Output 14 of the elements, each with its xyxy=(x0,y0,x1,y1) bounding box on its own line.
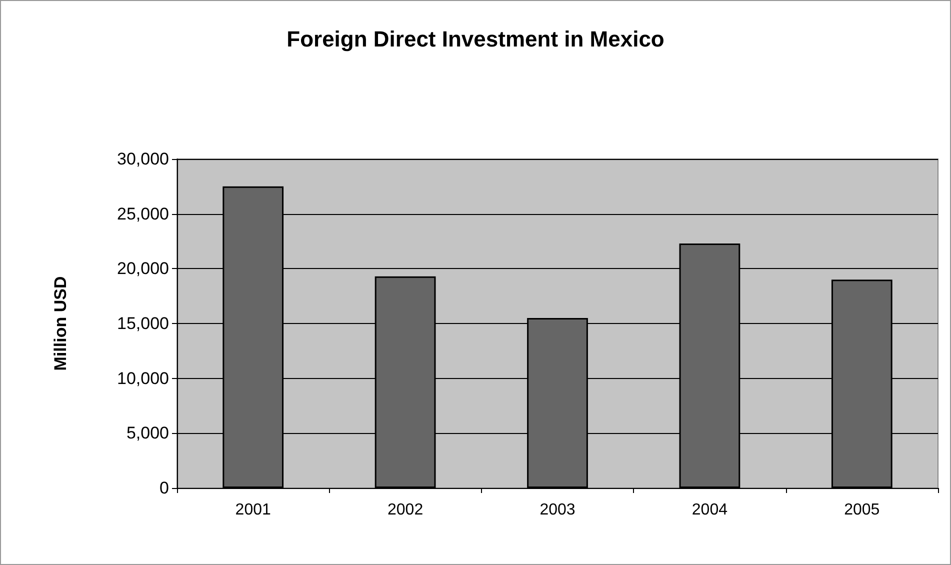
x-tick-label: 2001 xyxy=(235,502,271,518)
chart-title: Foreign Direct Investment in Mexico xyxy=(286,26,664,52)
x-tick-label: 2005 xyxy=(844,502,880,518)
y-tick-label: 10,000 xyxy=(117,368,169,388)
y-tick-label: 15,000 xyxy=(117,314,169,333)
y-tick-label: 30,000 xyxy=(117,150,169,168)
y-tick-label: 5,000 xyxy=(126,424,169,443)
y-tick-label: 20,000 xyxy=(117,259,169,278)
y-tick-label: 0 xyxy=(160,478,169,498)
x-tick-label: 2002 xyxy=(388,502,424,518)
y-axis-title: Million USD xyxy=(51,276,70,371)
y-tick-label: 25,000 xyxy=(117,204,169,224)
x-tick-label: 2004 xyxy=(692,502,728,518)
x-tick-label: 2003 xyxy=(540,502,576,518)
